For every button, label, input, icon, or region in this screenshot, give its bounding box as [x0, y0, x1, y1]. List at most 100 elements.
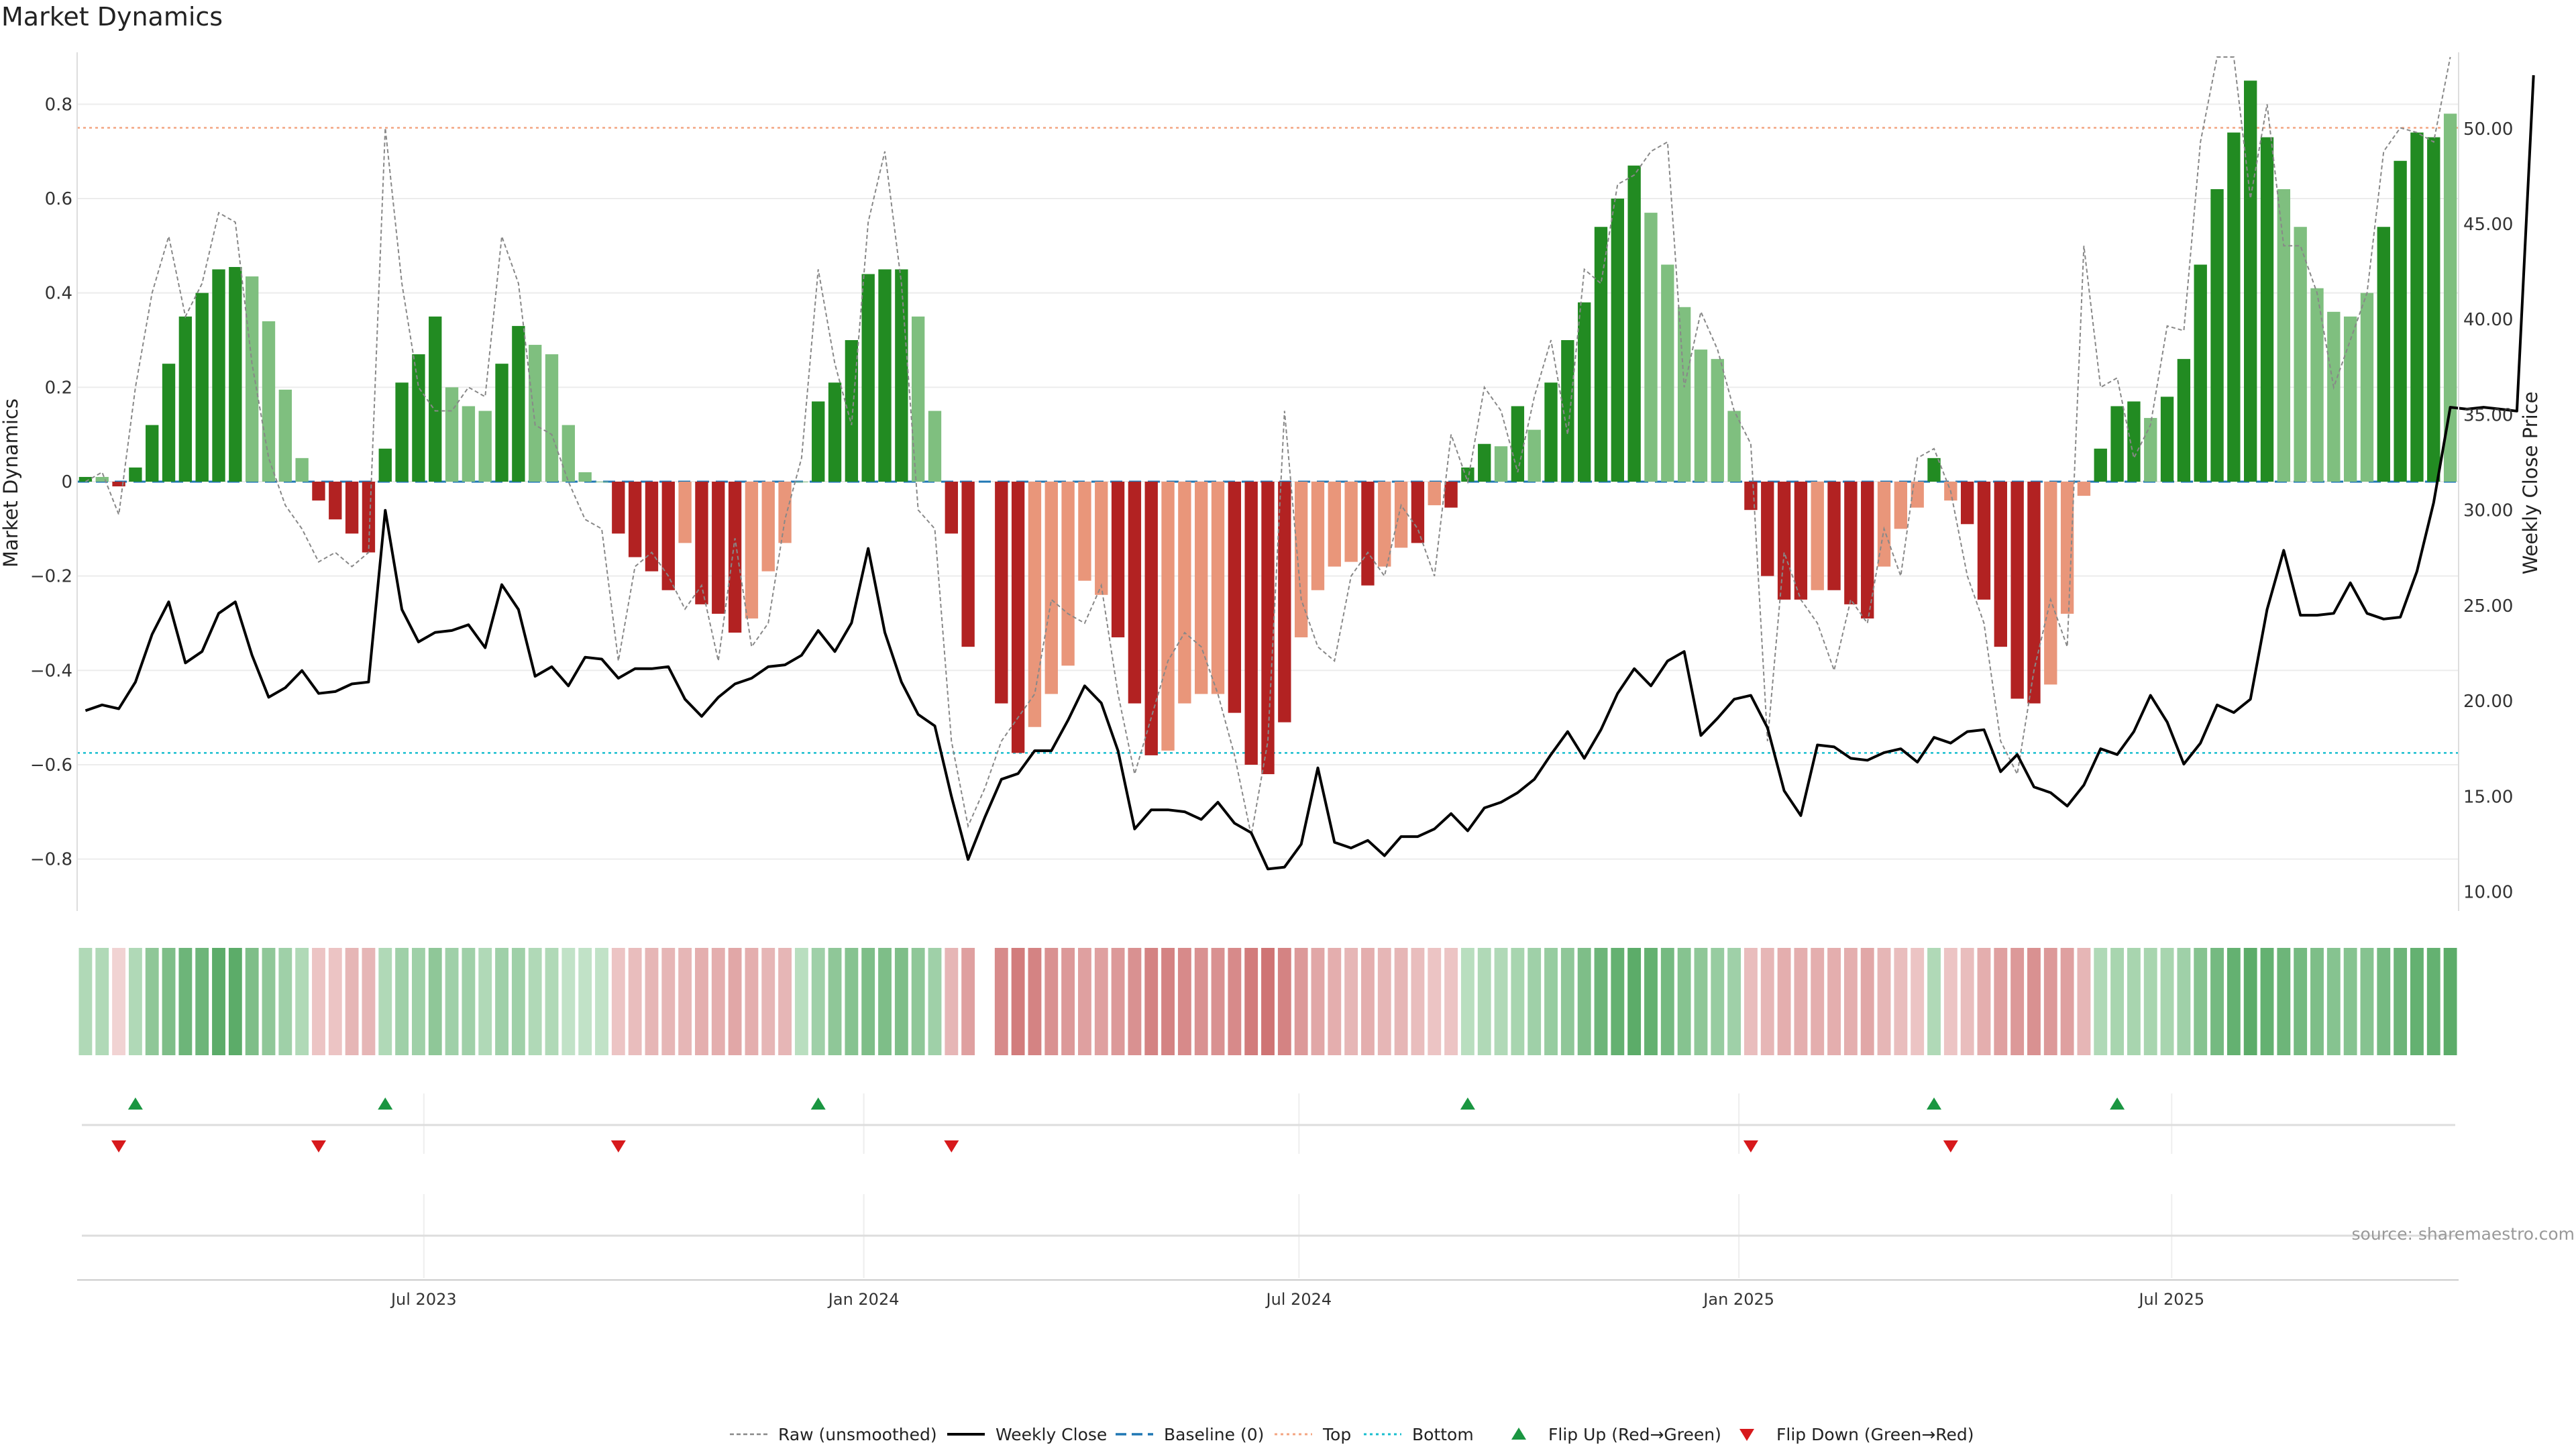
x-tick-label: Jul 2024 — [1265, 1290, 1332, 1309]
heat-cell — [1194, 948, 1208, 1055]
dynamics-bar — [2044, 482, 2057, 685]
heat-cell — [1361, 948, 1375, 1055]
heat-cell — [411, 948, 425, 1055]
heat-cell — [1794, 948, 1808, 1055]
legend-item-flip_down: Flip Down (Green→Red) — [1739, 1425, 1974, 1444]
legend-item-close: Weekly Close — [947, 1425, 1107, 1444]
dynamics-bar — [928, 411, 942, 482]
heat-cell — [495, 948, 508, 1055]
heat-cell — [2260, 948, 2274, 1055]
dynamics-bar — [1927, 458, 1941, 482]
dynamics-bar — [1827, 482, 1841, 590]
heat-cell — [1344, 948, 1358, 1055]
legend-label: Bottom — [1412, 1425, 1474, 1444]
y-tick-label: −0.8 — [30, 850, 72, 870]
dynamics-bar — [1161, 482, 1175, 751]
dynamics-bar — [78, 476, 93, 482]
dynamics-bar — [1044, 482, 1058, 694]
heat-cell — [1843, 948, 1858, 1055]
heat-cell — [1377, 948, 1391, 1055]
dynamics-bar — [1294, 482, 1308, 638]
dynamics-bar — [1361, 482, 1375, 586]
heat-cell — [1927, 948, 1941, 1055]
dynamics-bar — [1861, 482, 1874, 619]
dynamics-bar — [995, 482, 1008, 704]
dynamics-bar — [661, 482, 675, 590]
dynamics-bar — [1694, 350, 1708, 482]
heat-cell — [1694, 948, 1708, 1055]
heat-cell — [828, 948, 842, 1055]
dynamics-bar — [146, 425, 159, 482]
heat-cell — [511, 948, 525, 1055]
heat-cell — [2043, 948, 2057, 1055]
dynamics-bar — [1661, 264, 1674, 482]
heat-cell — [1560, 948, 1574, 1055]
heat-cell — [1028, 948, 1042, 1055]
heat-cell — [428, 948, 442, 1055]
heat-cell — [2077, 948, 2091, 1055]
heat-cell — [845, 948, 859, 1055]
heat-cell — [2343, 948, 2357, 1055]
heat-cell — [345, 948, 359, 1055]
dynamics-bar — [2410, 132, 2424, 482]
dynamics-bar — [2144, 418, 2157, 482]
heat-cell — [878, 948, 892, 1055]
legend-item-raw: Raw (unsmoothed) — [730, 1425, 937, 1444]
heat-cell — [2377, 948, 2391, 1055]
dynamics-bar — [812, 401, 825, 482]
heat-cell — [1077, 948, 1091, 1055]
flip-markers — [111, 1097, 2125, 1152]
dynamics-bar — [1911, 482, 1924, 508]
heat-cell — [128, 948, 142, 1055]
dynamics-bar — [2244, 80, 2257, 482]
heat-cell — [2243, 948, 2257, 1055]
dynamics-bar — [1378, 482, 1391, 567]
y2-tick-label: 25.00 — [2463, 596, 2513, 616]
heat-cell — [1144, 948, 1159, 1055]
dynamics-bar — [2343, 316, 2357, 482]
heat-cell — [2294, 948, 2308, 1055]
y-axis-label: Market Dynamics — [0, 398, 22, 568]
dynamics-bar — [278, 389, 292, 482]
dynamics-bar — [911, 316, 925, 482]
dynamics-bar — [1011, 482, 1025, 753]
heat-cell — [1994, 948, 2008, 1055]
heat-cell — [1044, 948, 1059, 1055]
dynamics-bar — [512, 325, 525, 482]
dynamics-bar — [2027, 482, 2041, 704]
dynamics-bar — [1328, 482, 1341, 567]
dynamics-bar — [1144, 482, 1158, 755]
heat-cell — [278, 948, 292, 1055]
legend-label: Flip Down (Green→Red) — [1776, 1425, 1974, 1444]
heat-cell — [645, 948, 659, 1055]
heat-cell — [245, 948, 259, 1055]
dynamics-bar — [961, 482, 975, 647]
heat-cell — [2010, 948, 2025, 1055]
legend-item-top: Top — [1275, 1425, 1351, 1444]
timeline-panel: Jul 2023 Jan 2024 Jul 2024 Jan 2025 Jul 2025 — [77, 1093, 2459, 1309]
dynamics-bar — [95, 476, 109, 482]
heat-cell — [1061, 948, 1075, 1055]
y2-tick-label: 35.00 — [2463, 405, 2513, 425]
y2-tick-label: 45.00 — [2463, 215, 2513, 235]
heat-cell — [395, 948, 409, 1055]
y-tick-label: 0.6 — [45, 189, 72, 209]
heat-cell — [328, 948, 342, 1055]
heat-cell — [1811, 948, 1825, 1055]
dynamics-bar — [2110, 406, 2124, 482]
flip-up-marker — [1460, 1097, 1475, 1110]
dynamics-bar — [412, 354, 425, 482]
dynamics-bar — [2077, 482, 2091, 496]
dynamics-bar — [628, 482, 642, 557]
heat-cell — [1511, 948, 1525, 1055]
dynamics-bar — [1794, 482, 1808, 600]
heat-cell — [145, 948, 159, 1055]
legend-item-baseline: Baseline (0) — [1116, 1425, 1264, 1444]
heat-cell — [1711, 948, 1725, 1055]
heat-cell — [928, 948, 942, 1055]
dynamics-bar — [262, 321, 276, 482]
heat-cell — [994, 948, 1008, 1055]
dynamics-bar — [1311, 482, 1325, 590]
